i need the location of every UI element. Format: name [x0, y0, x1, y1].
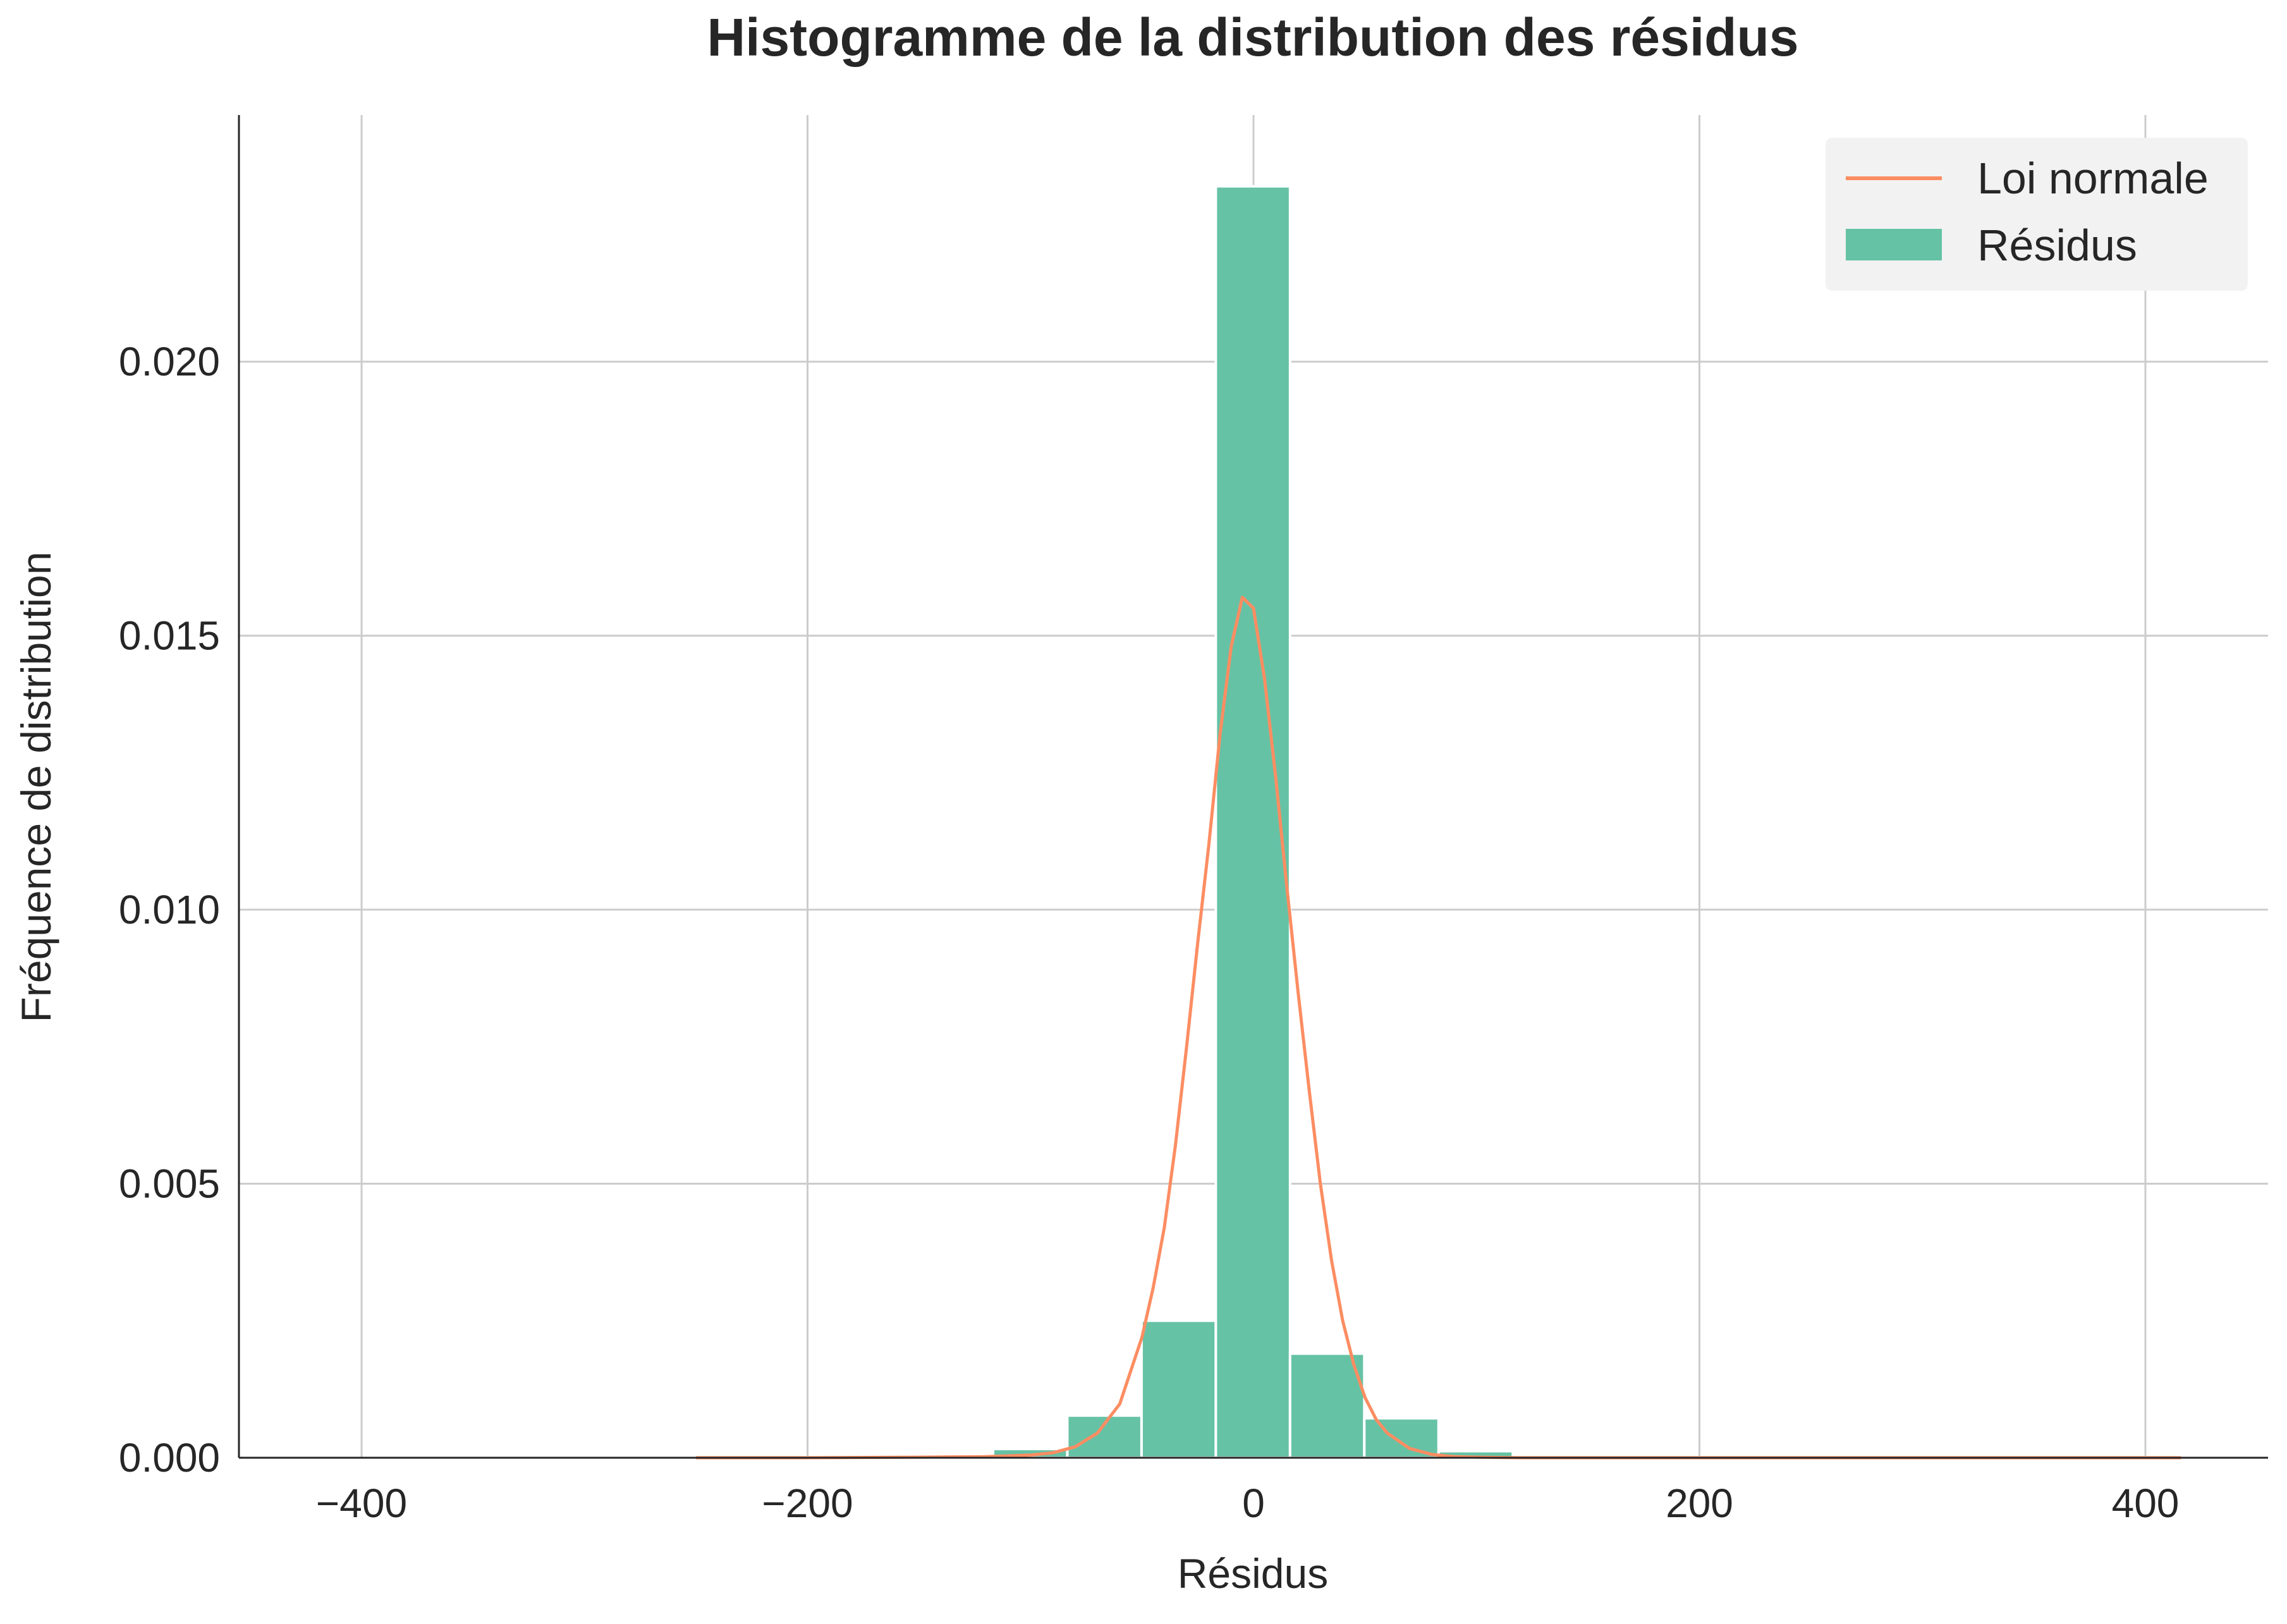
legend: Loi normale Résidus	[1826, 138, 2248, 291]
chart-title: Histogramme de la distribution des résid…	[707, 8, 1798, 67]
legend-patch-swatch	[1846, 229, 1942, 260]
axes	[238, 115, 2268, 1459]
legend-label-residus: Résidus	[1977, 221, 2137, 270]
x-axis-label: Résidus	[1178, 1550, 1328, 1597]
y-tick-label: 0.000	[119, 1435, 220, 1481]
histogram-bar	[1288, 1352, 1366, 1460]
y-tick-label: 0.010	[119, 887, 220, 932]
histogram-bar	[1214, 185, 1291, 1459]
y-tick-label: 0.005	[119, 1161, 220, 1207]
y-tick-label: 0.020	[119, 339, 220, 384]
y-tick-label: 0.015	[119, 613, 220, 659]
tick-labels: −400 −200 0 200 400 0.000 0.005 0.010 0.015 0.020	[119, 339, 2180, 1526]
histogram-bars	[695, 185, 2183, 1460]
histogram-bar	[1363, 1417, 1440, 1459]
x-tick-label: 200	[1666, 1481, 1733, 1526]
x-tick-label: 0	[1242, 1481, 1265, 1526]
x-tick-label: −200	[762, 1481, 853, 1526]
normal-curve-layer	[696, 595, 2181, 1460]
y-axis-label: Fréquence de distribution	[13, 552, 59, 1023]
x-tick-label: −400	[316, 1481, 407, 1526]
normal-curve-line	[696, 595, 2181, 1460]
legend-label-loi-normale: Loi normale	[1977, 154, 2209, 203]
histogram-bar	[1140, 1319, 1217, 1460]
x-tick-label: 400	[2112, 1481, 2180, 1526]
